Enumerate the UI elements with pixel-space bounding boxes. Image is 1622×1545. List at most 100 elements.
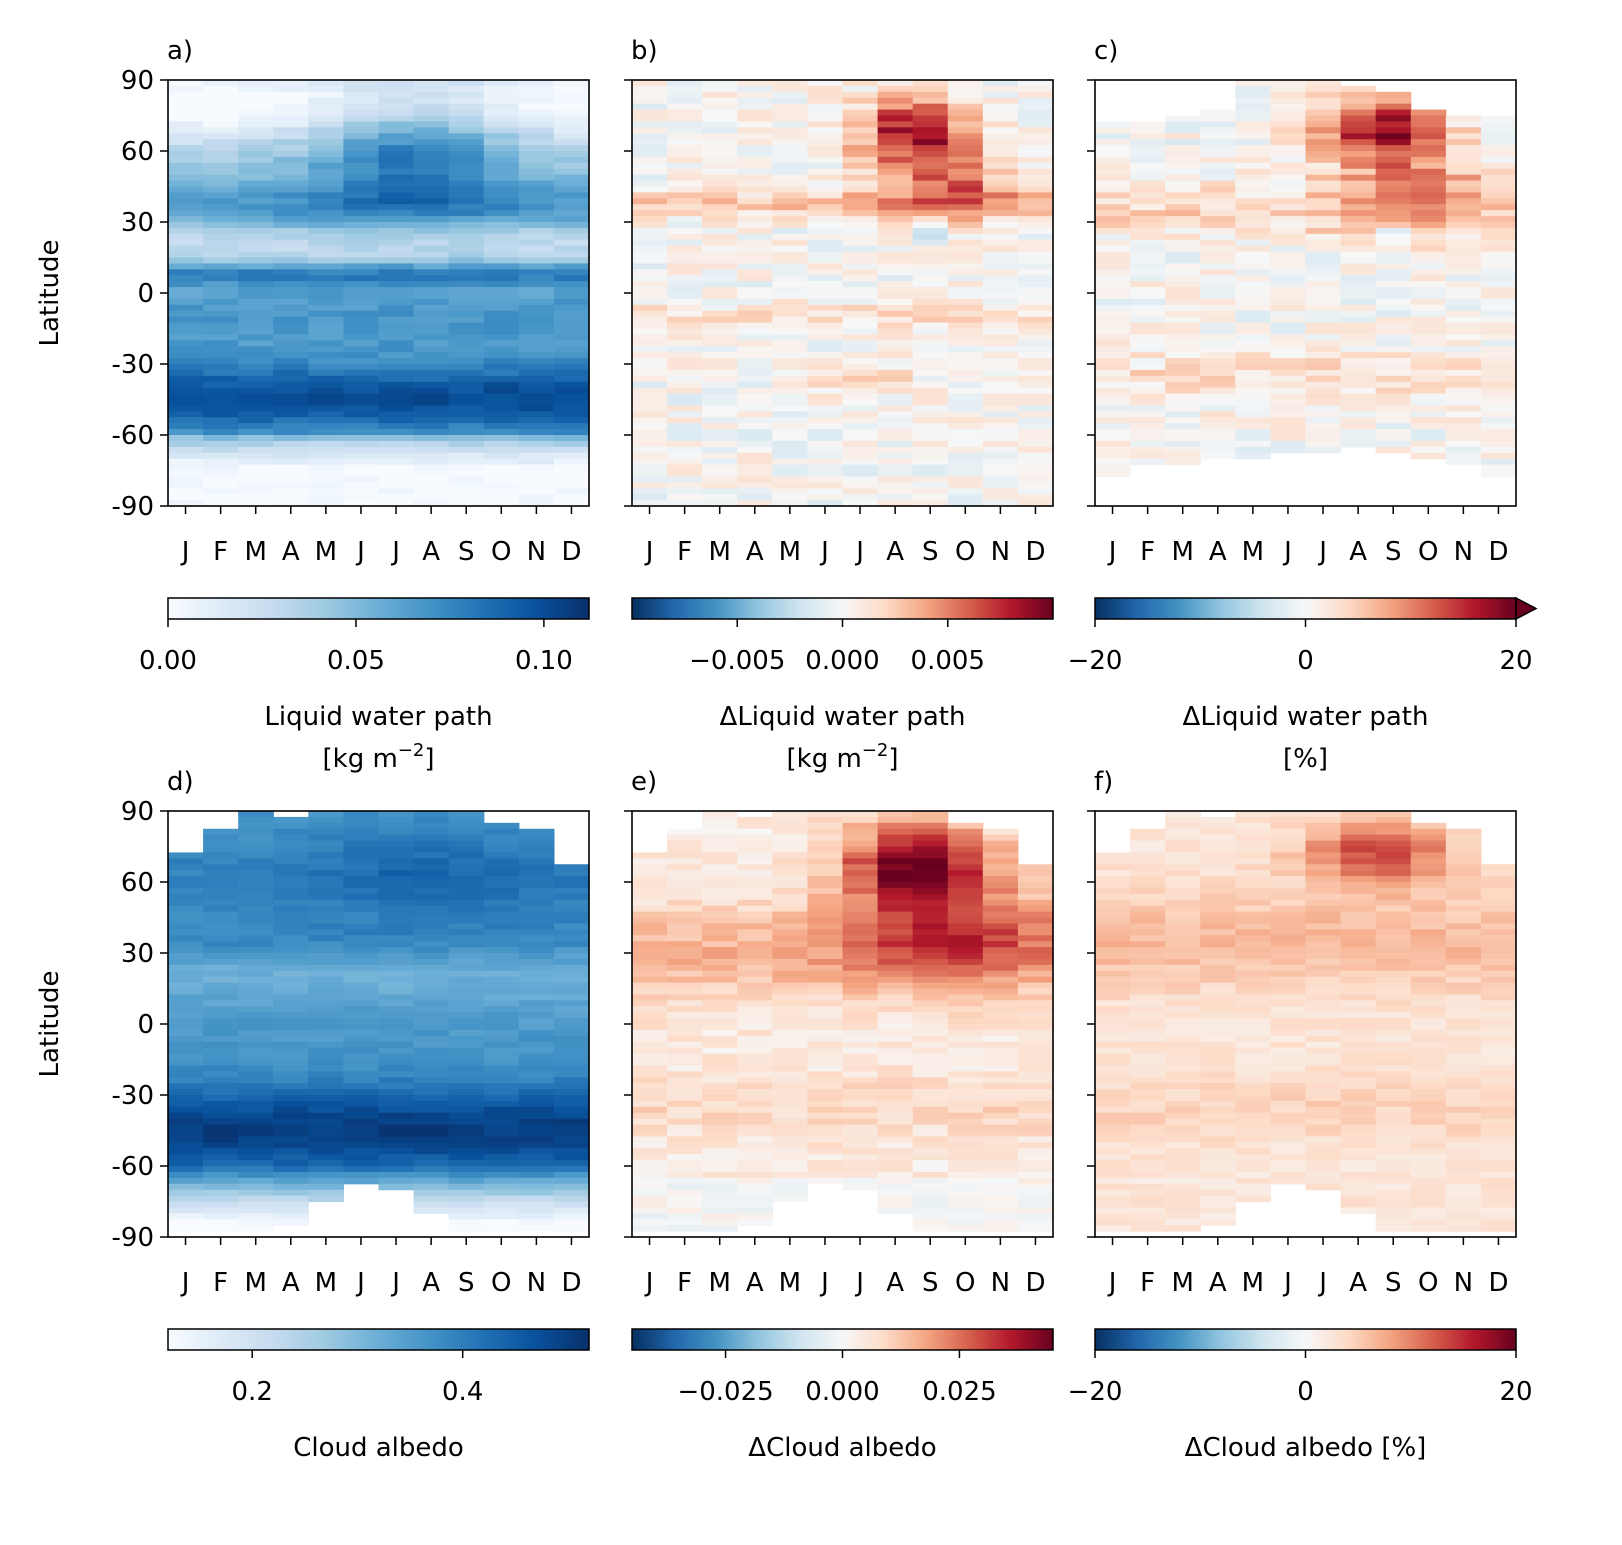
heatmap-cell: [378, 156, 415, 164]
heatmap-cell: [378, 417, 415, 424]
heatmap-cell: [877, 1201, 914, 1209]
heatmap-cell: [343, 222, 380, 229]
heatmap-cell: [632, 911, 668, 919]
heatmap-cell: [518, 988, 555, 996]
heatmap-cell: [1480, 375, 1517, 383]
heatmap-cell: [413, 216, 450, 223]
heatmap-cell: [518, 1189, 555, 1197]
heatmap-cell: [378, 911, 415, 919]
heatmap-cell: [877, 446, 914, 454]
heatmap-cell: [308, 953, 345, 960]
heatmap-cell: [912, 1201, 949, 1209]
heatmap-cell: [238, 828, 274, 836]
heatmap-cell: [518, 186, 555, 194]
heatmap-cell: [1410, 393, 1447, 401]
colorbar-segment: [884, 598, 889, 619]
heatmap-cell: [518, 1154, 555, 1161]
colorbar-segment: [926, 598, 931, 619]
heatmap-cell: [1375, 251, 1412, 259]
heatmap-cell: [518, 1006, 555, 1013]
heatmap-cell: [203, 387, 239, 395]
heatmap-cell: [1095, 470, 1131, 478]
heatmap-cell: [518, 947, 555, 954]
heatmap-cell: [737, 97, 773, 105]
heatmap-cell: [667, 417, 703, 424]
heatmap-cell: [737, 1006, 773, 1013]
heatmap-cell: [912, 970, 949, 978]
heatmap-cell: [553, 1207, 590, 1214]
heatmap-cell: [168, 494, 204, 501]
colorbar-segment: [487, 1329, 492, 1350]
heatmap-cell: [947, 334, 984, 341]
colorbar-segment: [733, 598, 738, 619]
heatmap-cell: [702, 1166, 738, 1173]
heatmap-cell: [1305, 340, 1342, 347]
heatmap-cell: [168, 375, 204, 383]
heatmap-cell: [772, 1112, 809, 1120]
colorbar-segment: [800, 1329, 805, 1350]
colorbar-segment: [336, 1329, 341, 1350]
colorbar-segment: [571, 598, 576, 619]
colorbar-segment: [213, 598, 218, 619]
heatmap-cell: [203, 893, 239, 901]
heatmap-cell: [1095, 174, 1131, 182]
heatmap-cell: [483, 245, 520, 253]
colorbar-segment: [824, 1329, 830, 1350]
colorbar-segment: [329, 1329, 334, 1350]
heatmap-cell: [1445, 293, 1482, 300]
heatmap-cell: [667, 151, 703, 158]
heatmap-cell: [448, 251, 485, 259]
heatmap-cell: [413, 476, 450, 483]
heatmap-cell: [702, 452, 738, 460]
colorbar-segment: [389, 1329, 394, 1350]
heatmap-cell: [413, 411, 450, 418]
heatmap-cell: [343, 139, 380, 146]
heatmap-cell: [273, 91, 309, 99]
heatmap-cell: [807, 293, 844, 300]
heatmap-cell: [807, 1012, 844, 1019]
heatmap-cell: [448, 846, 485, 854]
heatmap-cell: [1200, 133, 1236, 140]
heatmap-cell: [667, 139, 703, 146]
heatmap-cell: [378, 1071, 415, 1078]
heatmap-cell: [842, 828, 879, 836]
heatmap-cell: [518, 982, 555, 990]
heatmap-cell: [1340, 435, 1377, 442]
heatmap-cell: [632, 953, 668, 960]
heatmap-cell: [947, 1207, 984, 1214]
heatmap-cell: [737, 399, 773, 407]
heatmap-cell: [807, 1142, 844, 1149]
heatmap-cell: [1017, 1142, 1054, 1149]
heatmap-cell: [737, 411, 773, 418]
heatmap-cell: [1130, 846, 1166, 854]
heatmap-cell: [982, 328, 1019, 336]
heatmap-cell: [308, 893, 345, 901]
heatmap-cell: [877, 976, 914, 984]
heatmap-cell: [238, 1142, 274, 1149]
heatmap-cell: [1410, 233, 1447, 241]
x-tick-label: S: [922, 1268, 939, 1298]
heatmap-cell: [553, 1136, 590, 1143]
heatmap-cell: [1305, 405, 1342, 412]
heatmap-cell: [518, 334, 555, 341]
heatmap-cell: [982, 929, 1019, 936]
heatmap-cell: [947, 435, 984, 442]
heatmap-cell: [1200, 358, 1236, 365]
heatmap-cell: [553, 1065, 590, 1072]
colorbar-segment: [175, 598, 180, 619]
colorbar-segment: [740, 1329, 745, 1350]
heatmap-cell: [1445, 180, 1482, 188]
colorbar-segment: [504, 1329, 509, 1350]
heatmap-cell: [842, 494, 879, 501]
heatmap-cell: [667, 1065, 703, 1072]
heatmap-cell: [702, 882, 738, 889]
heatmap-cell: [1095, 464, 1131, 472]
heatmap-cell: [702, 811, 738, 818]
heatmap-cell: [947, 97, 984, 105]
heatmap-cell: [842, 91, 879, 99]
colorbar-segment: [877, 1329, 882, 1350]
heatmap-cell: [1130, 121, 1166, 128]
heatmap-cell: [1200, 109, 1236, 117]
heatmap-cell: [807, 958, 844, 966]
heatmap-cell: [1445, 340, 1482, 347]
